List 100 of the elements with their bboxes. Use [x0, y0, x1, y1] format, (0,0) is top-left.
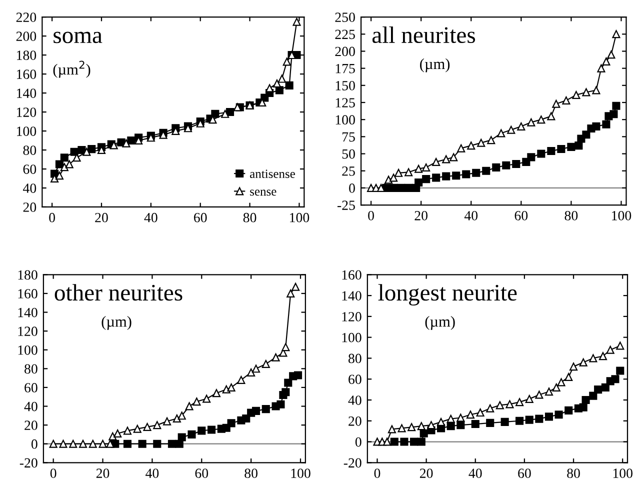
- point: [547, 112, 556, 120]
- point: [292, 18, 301, 26]
- point: [476, 408, 484, 417]
- y-tick-label: 160: [18, 289, 38, 298]
- point: [442, 172, 450, 180]
- y-tick-label: 100: [17, 126, 36, 136]
- point: [537, 116, 546, 124]
- point: [178, 433, 186, 442]
- point: [88, 440, 97, 448]
- x-tick-label: 60: [195, 468, 208, 478]
- point: [442, 155, 450, 164]
- y-tick-label: 140: [17, 88, 36, 98]
- x-tick-label: 80: [564, 210, 578, 220]
- y-tick-label: 200: [16, 32, 36, 41]
- point: [487, 136, 496, 144]
- point: [252, 364, 260, 373]
- point: [82, 148, 91, 156]
- point: [168, 440, 176, 448]
- point: [294, 371, 302, 380]
- point: [477, 138, 486, 147]
- point: [272, 353, 280, 362]
- point: [554, 410, 563, 419]
- y-tick-label: 160: [342, 270, 362, 280]
- point: [582, 396, 590, 404]
- point: [527, 118, 536, 126]
- point: [452, 172, 460, 180]
- y-tick-label: 80: [23, 146, 36, 155]
- point: [282, 388, 290, 396]
- y-tick-label: 180: [18, 270, 38, 280]
- point: [557, 378, 566, 386]
- point: [535, 414, 544, 423]
- point: [60, 154, 68, 162]
- point: [390, 174, 398, 182]
- point: [500, 418, 509, 426]
- point: [506, 400, 514, 408]
- y-tick-label: 0: [349, 184, 355, 193]
- point: [589, 392, 598, 400]
- point: [525, 394, 534, 403]
- y-tick-label: 100: [18, 345, 38, 355]
- x-tick-label: 20: [414, 210, 428, 220]
- point: [572, 90, 580, 99]
- point: [446, 414, 455, 423]
- x-tick-label: 20: [96, 468, 110, 478]
- point: [276, 400, 285, 408]
- chart-title: soma: [54, 32, 102, 44]
- chart-title: other neurites: [54, 284, 182, 301]
- point: [535, 390, 544, 399]
- y-tick-label: 120: [18, 326, 38, 336]
- point: [582, 88, 590, 96]
- point: [383, 438, 392, 446]
- x-tick-label: 0: [50, 468, 56, 478]
- point: [266, 84, 274, 92]
- point: [422, 163, 430, 172]
- point: [482, 166, 490, 175]
- point: [486, 418, 494, 427]
- y-tick-label: 120: [342, 312, 362, 322]
- point: [394, 168, 403, 177]
- point: [390, 184, 398, 192]
- point: [388, 425, 396, 434]
- text: (µm): [102, 316, 132, 330]
- point: [163, 417, 172, 426]
- point: [450, 153, 458, 162]
- point: [582, 130, 590, 139]
- point: [462, 170, 470, 178]
- x-tick-label: 0: [368, 210, 374, 220]
- point: [278, 74, 286, 83]
- point: [417, 438, 426, 446]
- y-tick-label: 60: [24, 383, 38, 392]
- point: [198, 426, 206, 435]
- point: [202, 394, 211, 403]
- point: [427, 421, 436, 430]
- point: [497, 129, 506, 138]
- point: [611, 375, 620, 384]
- point: [592, 122, 600, 130]
- y-tick-label: 140: [18, 308, 38, 318]
- x-tick-label: 100: [290, 212, 310, 222]
- y-tick-label: 25: [342, 166, 355, 176]
- text: (µm$^{2}$): [53, 60, 90, 78]
- point: [557, 144, 566, 153]
- point: [562, 96, 570, 104]
- point: [517, 122, 526, 130]
- y-tick-label: 40: [348, 396, 362, 405]
- x-tick-label: 100: [613, 468, 632, 478]
- point: [616, 366, 624, 375]
- point: [282, 343, 290, 352]
- point: [432, 174, 440, 182]
- chart-title: longest neurite: [378, 284, 517, 306]
- x-tick-label: 20: [95, 212, 108, 222]
- point: [143, 422, 152, 431]
- text: (µm): [420, 58, 450, 72]
- point: [602, 120, 610, 128]
- point: [414, 178, 423, 186]
- point: [598, 352, 607, 360]
- point: [69, 440, 78, 448]
- point: [106, 440, 114, 448]
- y-tick-label: 160: [17, 70, 36, 79]
- point: [607, 50, 616, 59]
- point: [65, 160, 74, 168]
- point: [292, 282, 300, 291]
- point: [285, 81, 294, 90]
